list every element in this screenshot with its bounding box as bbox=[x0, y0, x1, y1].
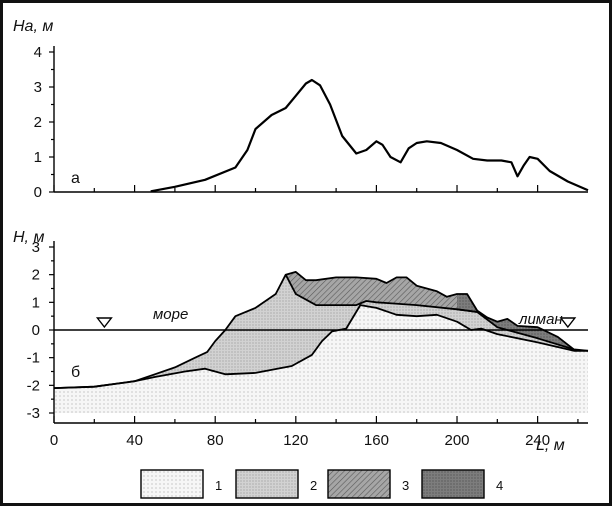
panel-a-y-tick-label: 3 bbox=[34, 79, 42, 96]
panel-a-y-tick-label: 4 bbox=[34, 44, 42, 61]
panel-b-x-tick-label: 40 bbox=[126, 432, 143, 449]
panel-b-y-tick-label: 1 bbox=[32, 294, 40, 311]
liman-label: лиман bbox=[518, 311, 563, 328]
legend-label-2: 2 bbox=[310, 478, 317, 493]
legend: 1 2 3 4 bbox=[140, 469, 503, 499]
bottom-boundary-line bbox=[53, 304, 588, 389]
panel-b-y-tick-label: 0 bbox=[32, 322, 40, 339]
panel-b-y-tick-label: 3 bbox=[32, 239, 40, 256]
panel-a-y-tick-label: 1 bbox=[34, 149, 42, 166]
panel-a-y-tick-label: 2 bbox=[34, 114, 42, 131]
panel-b-y-tick-label: 2 bbox=[32, 267, 40, 284]
panel-a-y-tick-label: 0 bbox=[34, 184, 42, 201]
legend-swatch-1 bbox=[140, 469, 204, 499]
panel-b-x-tick-label: 120 bbox=[283, 432, 308, 449]
legend-swatch-3 bbox=[327, 469, 391, 499]
legend-swatch-2 bbox=[235, 469, 299, 499]
layer-3-fill bbox=[285, 271, 478, 312]
legend-label-1: 1 bbox=[215, 478, 222, 493]
panel-a-y-ticks: 0 1 2 3 4 bbox=[34, 44, 54, 201]
panel-b-x-axis-title: L, м bbox=[536, 437, 565, 454]
panel-b: Н, м -3 -2 -1 0 1 2 3 0 40 80 120 160 200 240 море л… bbox=[13, 229, 589, 454]
panel-b-boundaries bbox=[53, 271, 589, 389]
panel-b-water-markers bbox=[95, 317, 577, 329]
panel-a-label: а bbox=[71, 170, 80, 187]
panel-b-axes bbox=[53, 241, 588, 424]
panel-a-axes bbox=[53, 46, 588, 193]
layer-1-fill bbox=[54, 305, 588, 413]
panel-b-y-tick-label: -1 bbox=[27, 350, 40, 367]
panel-b-x-tick-label: 200 bbox=[445, 432, 470, 449]
water-level-marker-icon bbox=[95, 317, 113, 329]
legend-label-3: 3 bbox=[402, 478, 409, 493]
panel-b-y-ticks: -3 -2 -1 0 1 2 3 bbox=[27, 239, 54, 422]
panel-b-y-tick-label: -3 bbox=[27, 405, 40, 422]
panel-b-x-tick-label: 160 bbox=[364, 432, 389, 449]
legend-label-4: 4 bbox=[496, 478, 503, 493]
panel-b-y-axis-title: Н, м bbox=[13, 229, 44, 246]
panel-a-y-axis-title: Hа, м bbox=[13, 18, 53, 35]
panel-b-x-ticks: 0 40 80 120 160 200 240 bbox=[50, 416, 579, 449]
panel-b-x-tick-label: 0 bbox=[50, 432, 58, 449]
panel-b-y-tick-label: -2 bbox=[27, 377, 40, 394]
legend-swatch-4 bbox=[421, 469, 485, 499]
sea-label: море bbox=[153, 306, 188, 323]
panel-b-x-tick-label: 240 bbox=[525, 432, 550, 449]
panel-a-height-line bbox=[150, 78, 589, 193]
profile-figure: Hа, м 0 1 2 3 4 а Н, м -3 -2 -1 0 1 2 3 0 40 80 120 16… bbox=[13, 18, 589, 499]
layer-4-fill bbox=[457, 294, 574, 350]
panel-a: Hа, м 0 1 2 3 4 а bbox=[13, 18, 589, 201]
panel-b-label: б bbox=[71, 364, 80, 381]
panel-b-x-tick-label: 80 bbox=[207, 432, 224, 449]
water-level-marker-icon bbox=[559, 317, 577, 329]
surface-line bbox=[53, 271, 589, 389]
boundary-3-4-line bbox=[456, 308, 575, 351]
